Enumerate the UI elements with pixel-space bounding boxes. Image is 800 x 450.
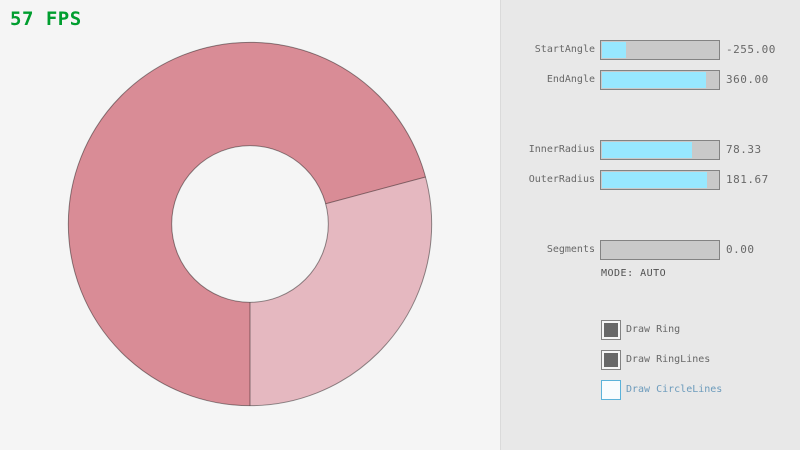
slider-row-outer-radius: OuterRadius 181.67 bbox=[501, 170, 800, 190]
start-angle-value: -255.00 bbox=[726, 43, 776, 56]
mode-text: MODE: AUTO bbox=[601, 268, 667, 279]
end-angle-slider[interactable] bbox=[600, 70, 720, 90]
ring-inner-outline bbox=[171, 145, 329, 303]
end-angle-value: 360.00 bbox=[726, 73, 769, 86]
start-angle-slider-fill bbox=[602, 42, 626, 58]
ring-canvas bbox=[67, 41, 433, 407]
end-angle-slider-fill bbox=[602, 72, 707, 88]
start-angle-label: StartAngle bbox=[534, 44, 595, 55]
draw-circlelines-checkbox[interactable] bbox=[601, 380, 621, 400]
end-angle-label: EndAngle bbox=[546, 74, 595, 85]
fps-counter: 57 FPS bbox=[10, 8, 82, 30]
draw-ringlines-label: Draw RingLines bbox=[626, 354, 711, 365]
ring-hole bbox=[171, 145, 329, 303]
segments-value: 0.00 bbox=[726, 243, 755, 256]
outer-radius-slider-fill bbox=[602, 172, 708, 188]
start-angle-slider[interactable] bbox=[600, 40, 720, 60]
inner-radius-label: InnerRadius bbox=[528, 144, 595, 155]
draw-ring-checkbox[interactable] bbox=[601, 320, 621, 340]
checkbox-row-draw-ring[interactable]: Draw Ring bbox=[501, 320, 800, 340]
inner-radius-slider-fill bbox=[602, 142, 693, 158]
outer-radius-value: 181.67 bbox=[726, 173, 769, 186]
draw-ring-checkmark bbox=[604, 323, 618, 337]
draw-ringlines-checkbox[interactable] bbox=[601, 350, 621, 370]
control-panel: StartAngle -255.00 EndAngle 360.00 Inner… bbox=[500, 0, 800, 450]
slider-row-segments: Segments 0.00 bbox=[501, 240, 800, 260]
outer-radius-label: OuterRadius bbox=[528, 174, 595, 185]
slider-row-end-angle: EndAngle 360.00 bbox=[501, 70, 800, 90]
draw-ringlines-checkmark bbox=[604, 353, 618, 367]
ring-capline-right bbox=[325, 176, 426, 205]
outer-radius-slider[interactable] bbox=[600, 170, 720, 190]
inner-radius-slider[interactable] bbox=[600, 140, 720, 160]
draw-ring-label: Draw Ring bbox=[626, 324, 681, 335]
slider-row-start-angle: StartAngle -255.00 bbox=[501, 40, 800, 60]
ring-outer-outline bbox=[67, 41, 433, 407]
slider-row-inner-radius: InnerRadius 78.33 bbox=[501, 140, 800, 160]
inner-radius-value: 78.33 bbox=[726, 143, 762, 156]
draw-circlelines-label: Draw CircleLines bbox=[626, 384, 723, 395]
segments-slider[interactable] bbox=[600, 240, 720, 260]
segments-label: Segments bbox=[546, 244, 595, 255]
checkbox-row-draw-circlelines[interactable]: Draw CircleLines bbox=[501, 380, 800, 400]
checkbox-row-draw-ringlines[interactable]: Draw RingLines bbox=[501, 350, 800, 370]
